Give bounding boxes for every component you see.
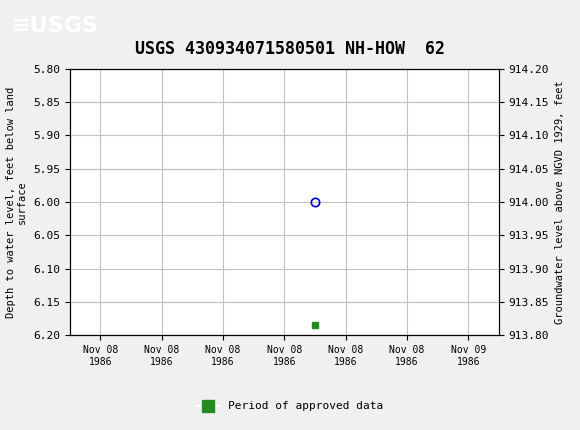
Text: USGS 430934071580501 NH-HOW  62: USGS 430934071580501 NH-HOW 62	[135, 40, 445, 58]
Y-axis label: Depth to water level, feet below land
surface: Depth to water level, feet below land su…	[6, 86, 27, 318]
Text: ≡USGS: ≡USGS	[12, 16, 99, 36]
Y-axis label: Groundwater level above NGVD 1929, feet: Groundwater level above NGVD 1929, feet	[554, 80, 564, 324]
Legend: Period of approved data: Period of approved data	[193, 397, 387, 416]
